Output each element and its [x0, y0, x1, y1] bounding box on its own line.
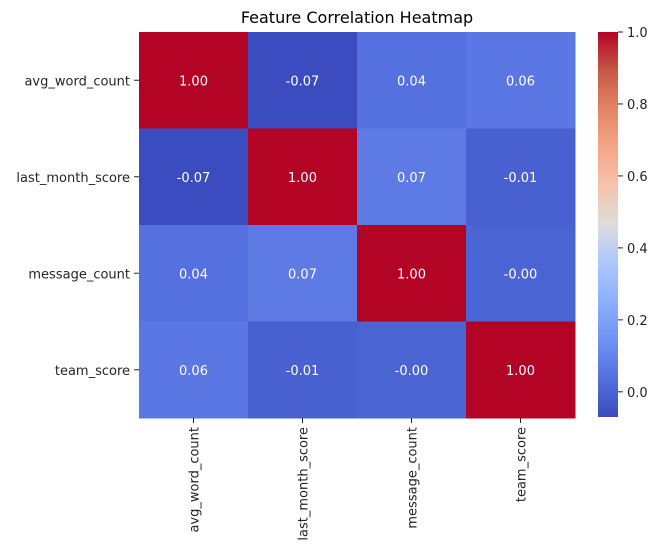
y-tick-label: avg_word_count: [24, 74, 130, 89]
colorbar: 0.0 0.2 0.4 0.6 0.8 1.0: [598, 26, 648, 417]
heatmap-cell-1-0: [139, 128, 249, 226]
cell-value-label: 0.06: [179, 364, 208, 379]
colorbar-ticks: 0.0 0.2 0.4 0.6 0.8 1.0: [618, 26, 648, 401]
heatmap-cell-0-2: [357, 32, 467, 129]
chart-title: Feature Correlation Heatmap: [241, 8, 473, 27]
heatmap-cell-2-0: [139, 225, 249, 322]
cell-value-label: 0.07: [397, 171, 426, 186]
y-tick-label: last_month_score: [16, 171, 130, 186]
heatmap-cell-0-0: [139, 32, 249, 129]
x-tick-label: avg_word_count: [188, 427, 203, 533]
x-axis: avg_word_count last_month_score message_co…: [188, 418, 530, 541]
cell-value-label: 0.04: [397, 74, 426, 89]
cell-value-label: -0.01: [286, 364, 320, 379]
x-tick-label: last_month_score: [297, 427, 312, 541]
heatmap-cell-1-1: [248, 128, 358, 226]
cell-value-label: -0.00: [395, 364, 429, 379]
cell-value-label: -0.00: [504, 267, 538, 282]
heatmap-cells: 1.00 -0.07 0.04 0.06 -0.07 1.00 0.07 -0.01 0.04 0…: [139, 32, 576, 419]
cell-value-label: -0.01: [504, 171, 538, 186]
heatmap-cell-3-2: [357, 321, 467, 419]
colorbar-tick-label: 1.0: [627, 26, 648, 41]
heatmap-cell-3-0: [139, 321, 249, 419]
cell-value-label: -0.07: [286, 74, 320, 89]
heatmap-cell-3-3: [466, 321, 576, 419]
heatmap-cell-1-3: [466, 128, 576, 226]
x-tick-label: team_score: [515, 427, 530, 502]
y-tick-label: message_count: [28, 267, 130, 282]
heatmap-cell-3-1: [248, 321, 358, 419]
cell-value-label: 1.00: [179, 74, 208, 89]
colorbar-tick-label: 0.2: [627, 314, 648, 329]
cell-value-label: 1.00: [506, 364, 535, 379]
heatmap-cell-1-2: [357, 128, 467, 226]
colorbar-gradient: [598, 32, 618, 417]
y-axis: avg_word_count last_month_score message_co…: [16, 74, 139, 379]
cell-value-label: 0.06: [506, 74, 535, 89]
colorbar-tick-label: 0.4: [627, 242, 648, 257]
heatmap-cell-0-1: [248, 32, 358, 129]
colorbar-tick-label: 0.6: [627, 170, 648, 185]
cell-value-label: 1.00: [288, 171, 317, 186]
cell-value-label: -0.07: [177, 171, 211, 186]
cell-value-label: 1.00: [397, 267, 426, 282]
y-tick-label: team_score: [55, 364, 130, 379]
heatmap-cell-0-3: [466, 32, 576, 129]
heatmap-cell-2-1: [248, 225, 358, 322]
colorbar-tick-label: 0.0: [627, 386, 648, 401]
colorbar-tick-label: 0.8: [627, 98, 648, 113]
cell-value-label: 0.04: [179, 267, 208, 282]
cell-value-label: 0.07: [288, 267, 317, 282]
x-tick-label: message_count: [406, 427, 421, 529]
heatmap-cell-2-2: [357, 225, 467, 322]
heatmap-cell-2-3: [466, 225, 576, 322]
